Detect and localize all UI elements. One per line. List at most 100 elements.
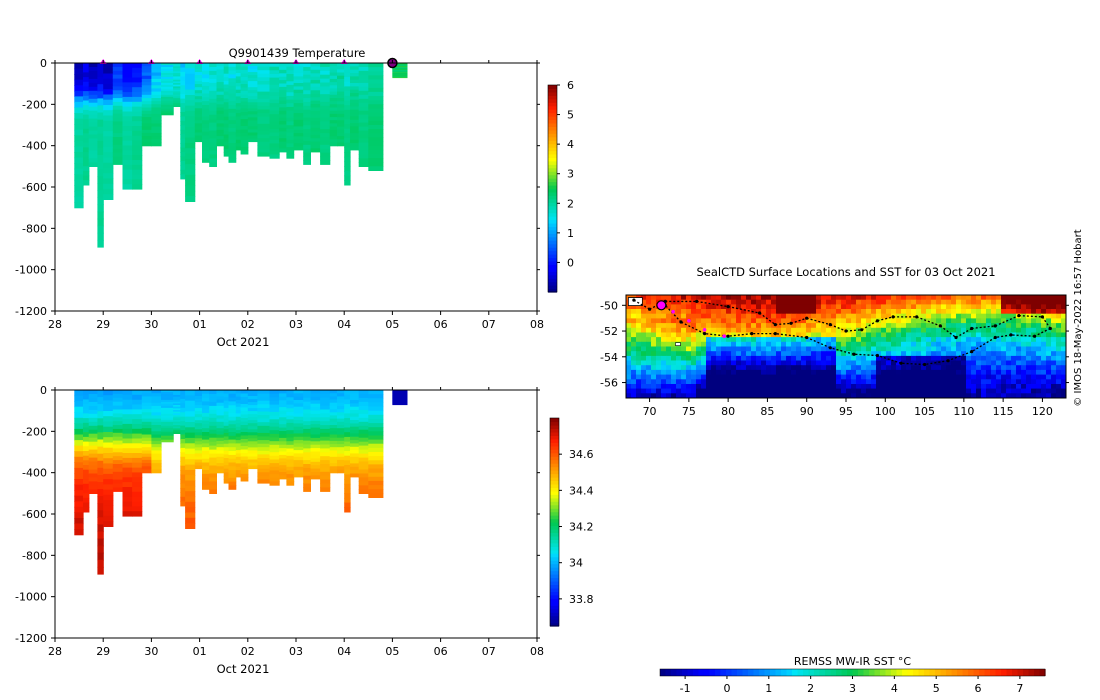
sst-cell (656, 309, 662, 315)
profile-cell (269, 444, 280, 450)
profile-cell (122, 399, 133, 406)
sst-cell (1006, 318, 1012, 324)
sst-cell (801, 337, 807, 343)
sst-cell (726, 374, 732, 380)
sst-cell (691, 309, 697, 315)
profile-cell (240, 122, 249, 127)
sst-cell (651, 309, 657, 315)
sst-cell (641, 374, 647, 380)
profile-cell (368, 75, 384, 81)
sst-colorbar-segment (841, 669, 848, 676)
profile-cell (180, 470, 186, 476)
profile-cell (202, 120, 210, 125)
profile-cell (141, 390, 152, 394)
profile-cell (329, 104, 338, 109)
x-tick-label: 07 (482, 645, 496, 658)
profile-cell (286, 390, 295, 395)
sst-cell (921, 332, 927, 338)
sst-cell (791, 374, 797, 380)
profile-cell (202, 82, 210, 87)
profile-cell (83, 142, 90, 148)
sst-cell (756, 365, 762, 371)
profile-cell (83, 418, 90, 424)
sst-cell (916, 313, 922, 319)
sst-cell (686, 295, 692, 301)
profile-cell (310, 417, 321, 422)
profile-cell (173, 415, 181, 418)
profile-cell (344, 100, 351, 106)
profile-cell (228, 78, 237, 83)
sst-cell (986, 384, 992, 390)
sst-cell (786, 341, 792, 347)
profile-cell (88, 102, 98, 108)
profile-cell (161, 67, 174, 70)
profile-cell (228, 82, 237, 87)
profile-cell (310, 390, 321, 394)
profile-cell (83, 133, 90, 139)
sst-cell (836, 360, 842, 366)
sst-cell (736, 309, 742, 315)
sst-cell (761, 318, 767, 324)
sst-cell (931, 299, 937, 305)
profile-cell (368, 460, 384, 465)
profile-cell (320, 90, 331, 95)
colorbar-segment (548, 271, 557, 276)
sst-cell (811, 341, 817, 347)
profile-cell (286, 128, 295, 134)
sst-cell (846, 365, 852, 371)
profile-cell (344, 147, 351, 153)
sst-cell (711, 351, 717, 357)
sst-cell (866, 337, 872, 343)
sst-colorbar-segment (737, 669, 744, 676)
sst-cell (791, 393, 797, 399)
sst-cell (836, 351, 842, 357)
profile-cell (235, 390, 242, 394)
sst-cell (921, 318, 927, 324)
profile-cell (103, 188, 114, 195)
sst-cell (701, 369, 707, 376)
profile-cell (216, 107, 225, 112)
sst-cell (811, 304, 817, 310)
sst-cell (631, 341, 637, 347)
profile-cell (344, 109, 351, 116)
map-x-tick-label: 120 (1032, 405, 1053, 418)
sst-cell (671, 360, 677, 366)
sst-cell (1021, 388, 1027, 394)
profile-cell (310, 396, 321, 401)
profile-cell (216, 98, 225, 102)
profile-cell (97, 531, 104, 540)
sst-cell (966, 318, 972, 324)
sst-colorbar-segment (1012, 669, 1019, 676)
profile-cell (122, 419, 133, 425)
profile-cell (122, 174, 133, 180)
profile-cell (286, 139, 295, 145)
sst-cell (811, 327, 817, 333)
sst-cell (931, 384, 937, 390)
profile-cell (240, 435, 249, 440)
profile-cell (151, 399, 162, 404)
sst-cell (751, 355, 757, 362)
profile-cell (209, 90, 217, 96)
sst-cell (641, 384, 647, 390)
sst-cell (891, 346, 897, 352)
sst-cell (776, 393, 782, 399)
profile-cell (122, 101, 133, 108)
sst-cell (936, 309, 942, 315)
profile-cell (228, 116, 237, 121)
profile-cell (228, 70, 237, 75)
profile-cell (88, 130, 98, 136)
sst-cell (911, 304, 917, 310)
sst-cell (736, 379, 742, 385)
profile-cell (74, 196, 84, 203)
profile-cell (209, 413, 217, 419)
profile-cell (185, 523, 196, 529)
profile-cell (247, 129, 258, 134)
profile-cell (202, 424, 210, 429)
sst-cell (716, 393, 722, 399)
profile-cell (303, 487, 311, 492)
sst-colorbar-segment (847, 669, 854, 676)
sst-cell (1051, 346, 1057, 352)
colorbar-segment (550, 511, 559, 516)
sst-cell (946, 332, 952, 338)
sst-cell (651, 346, 657, 352)
